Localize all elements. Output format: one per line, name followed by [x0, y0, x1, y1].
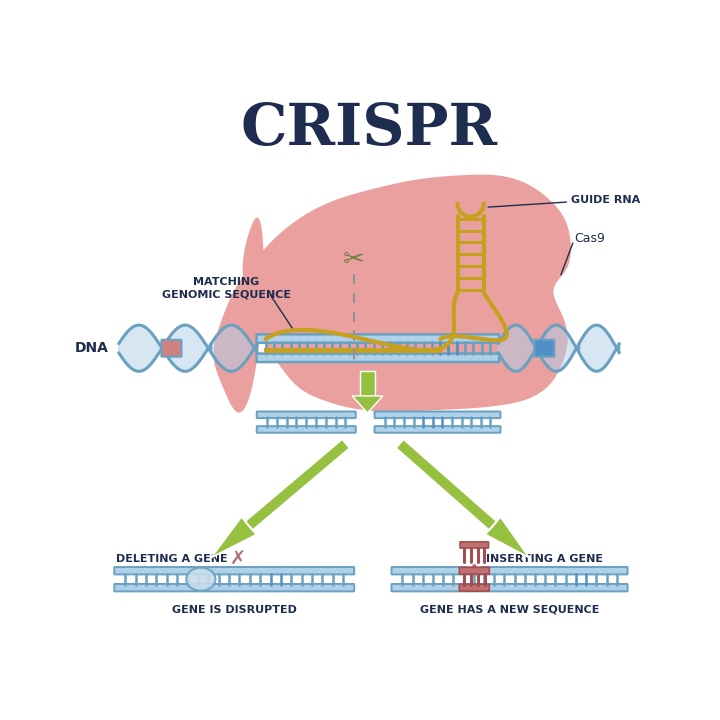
Polygon shape [211, 439, 350, 557]
Text: GENE IS DISRUPTED: GENE IS DISRUPTED [172, 605, 297, 615]
Polygon shape [396, 439, 529, 557]
Text: INSERTING A GENE: INSERTING A GENE [486, 554, 603, 564]
FancyBboxPatch shape [257, 412, 356, 418]
Text: ✗: ✗ [230, 549, 246, 569]
Text: Cas9: Cas9 [575, 233, 606, 246]
FancyBboxPatch shape [256, 334, 499, 343]
FancyBboxPatch shape [374, 412, 500, 418]
Bar [360, 371, 375, 396]
FancyArrow shape [468, 564, 480, 574]
Text: MATCHING
GENOMIC SEQUENCE: MATCHING GENOMIC SEQUENCE [162, 277, 291, 300]
FancyBboxPatch shape [392, 567, 628, 575]
Polygon shape [352, 396, 383, 413]
Text: CRISPR: CRISPR [240, 101, 498, 157]
Text: DNA: DNA [75, 341, 109, 355]
FancyBboxPatch shape [256, 354, 499, 362]
Polygon shape [213, 175, 571, 413]
FancyBboxPatch shape [459, 567, 490, 574]
FancyBboxPatch shape [114, 584, 354, 591]
FancyBboxPatch shape [392, 584, 628, 591]
FancyBboxPatch shape [459, 584, 490, 591]
FancyBboxPatch shape [374, 426, 500, 433]
FancyBboxPatch shape [161, 340, 181, 356]
FancyBboxPatch shape [114, 567, 354, 575]
Text: GENE HAS A NEW SEQUENCE: GENE HAS A NEW SEQUENCE [420, 605, 599, 615]
Text: DELETING A GENE: DELETING A GENE [117, 554, 228, 564]
FancyBboxPatch shape [257, 426, 356, 433]
Text: GUIDE RNA: GUIDE RNA [571, 195, 640, 205]
FancyBboxPatch shape [534, 340, 554, 356]
Ellipse shape [186, 567, 215, 590]
Text: ✂: ✂ [343, 247, 364, 273]
FancyBboxPatch shape [460, 542, 489, 548]
